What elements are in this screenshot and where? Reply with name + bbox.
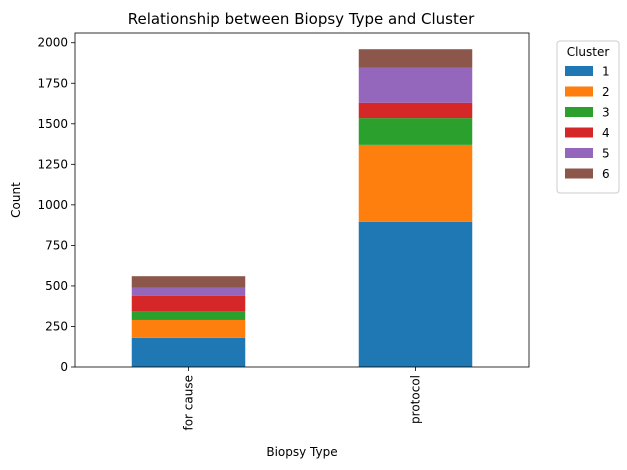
y-tick-label: 500 — [45, 279, 68, 293]
legend-label-3: 3 — [602, 106, 610, 120]
x-tick-label: for cause — [182, 375, 196, 431]
legend-title: Cluster — [567, 45, 610, 59]
y-axis-label: Count — [9, 182, 23, 218]
y-tick-label: 1000 — [37, 198, 68, 212]
bar-segment-cluster-6-for-cause — [131, 276, 246, 288]
legend-swatch-1 — [565, 66, 593, 76]
bar-segment-cluster-5-for-cause — [131, 287, 246, 296]
legend: Cluster 1 2 3 4 5 6 — [556, 40, 620, 194]
y-tick-label: 250 — [45, 319, 68, 333]
bar-segment-cluster-1-protocol — [358, 221, 473, 367]
legend-swatch-5 — [565, 148, 593, 158]
bar-segment-cluster-2-protocol — [358, 144, 473, 222]
legend-swatch-4 — [565, 127, 593, 138]
bar-segment-cluster-3-for-cause — [131, 311, 246, 320]
x-tick-label: protocol — [409, 375, 423, 424]
x-axis: for cause protocol — [182, 367, 423, 431]
y-axis: 0 250 500 750 1000 1250 1500 1750 2000 — [37, 36, 75, 374]
y-tick-label: 1500 — [37, 117, 68, 131]
legend-swatch-3 — [565, 107, 593, 117]
bar-segment-cluster-6-protocol — [358, 49, 473, 68]
bar-segment-cluster-3-protocol — [358, 118, 473, 145]
y-tick-label: 1750 — [37, 76, 68, 90]
y-tick-label: 1250 — [37, 157, 68, 171]
legend-label-4: 4 — [602, 126, 610, 140]
plot-frame — [74, 32, 530, 368]
legend-label-5: 5 — [602, 147, 610, 161]
bar-segment-cluster-4-for-cause — [131, 295, 246, 312]
legend-swatch-6 — [565, 168, 593, 179]
legend-swatch-2 — [565, 86, 593, 97]
y-tick-label: 0 — [60, 360, 68, 374]
legend-label-1: 1 — [602, 65, 610, 79]
bar-segment-cluster-4-protocol — [358, 102, 473, 119]
bar-segment-cluster-5-protocol — [358, 67, 473, 103]
y-tick-label: 2000 — [37, 36, 68, 50]
x-axis-label: Biopsy Type — [266, 445, 337, 459]
bar-segment-cluster-2-for-cause — [131, 319, 246, 338]
bar-segment-cluster-1-for-cause — [131, 337, 246, 367]
y-tick-label: 750 — [45, 238, 68, 252]
chart-title: Relationship between Biopsy Type and Clu… — [128, 10, 475, 28]
legend-label-6: 6 — [602, 167, 610, 181]
bars-group — [131, 49, 473, 367]
legend-label-2: 2 — [602, 85, 610, 99]
